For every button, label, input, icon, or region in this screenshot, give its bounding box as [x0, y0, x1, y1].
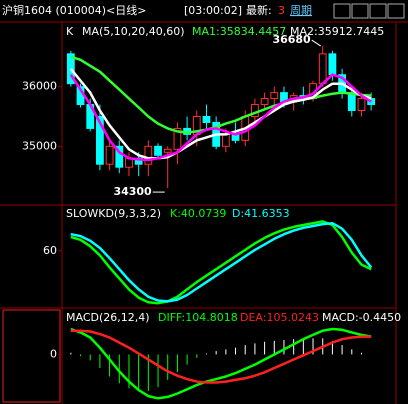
candle-body [173, 127, 182, 150]
series-line [70, 55, 372, 134]
legend-entry: MA2:35912.7445 [290, 25, 384, 38]
series-line [69, 68, 372, 160]
candle-body [115, 145, 124, 168]
legend-entry: D:41.6353 [232, 207, 290, 220]
candle-body [270, 92, 279, 100]
candle-body [144, 145, 153, 165]
candle-body [96, 115, 104, 165]
candle-body [357, 98, 366, 112]
candle-body [202, 115, 211, 123]
server-time: [03:00:02] [184, 4, 242, 17]
candle-body [154, 145, 162, 156]
latest-label: 最新: [246, 3, 272, 17]
panel-frame [0, 21, 408, 404]
button[interactable] [333, 3, 351, 19]
series-line [70, 327, 372, 400]
legend-entry: DIFF:104.8018 [158, 311, 238, 324]
panel-label: K [66, 25, 74, 38]
button[interactable] [387, 3, 405, 19]
selection-box [2, 309, 61, 403]
legend-entry: MA1:35834.4457 [192, 25, 286, 38]
low-label: 34300 [113, 185, 152, 198]
series-line [69, 73, 372, 162]
latest-value: 3 [278, 4, 285, 17]
candle-body [221, 133, 230, 147]
candle-body [163, 148, 172, 153]
y-tick-label: 0 [50, 347, 57, 360]
indicator-label: MA(5,10,20,40,60) [82, 25, 185, 38]
y-tick-label: 36000 [22, 80, 57, 93]
candle-body [66, 53, 75, 85]
series-line [70, 220, 372, 305]
panel-label: SLOWKD(9,3,3,2) [66, 207, 161, 220]
period-button[interactable]: 周期 [290, 4, 312, 17]
button[interactable] [351, 3, 369, 19]
legend-entry: K:40.0739 [170, 207, 226, 220]
series-line [70, 329, 372, 384]
candle-body [260, 98, 269, 106]
y-tick-label: 60 [43, 244, 57, 257]
candle-body [318, 53, 327, 85]
instrument-title: 沪铜1604 (010004)<日线> [2, 3, 147, 17]
toolbar [0, 0, 408, 22]
series-line [70, 221, 373, 303]
high-label: 36680 [272, 33, 311, 46]
button[interactable] [369, 3, 387, 19]
high-pointer [311, 39, 321, 47]
candle-body [328, 53, 337, 76]
candle-body [105, 145, 114, 165]
legend-entry: MACD:-0.4450 [322, 311, 401, 324]
y-tick-label: 35000 [22, 139, 57, 152]
nav-buttons [333, 3, 405, 19]
legend-entry: DEA:105.0243 [240, 311, 319, 324]
panel-label: MACD(26,12,4) [66, 311, 150, 324]
